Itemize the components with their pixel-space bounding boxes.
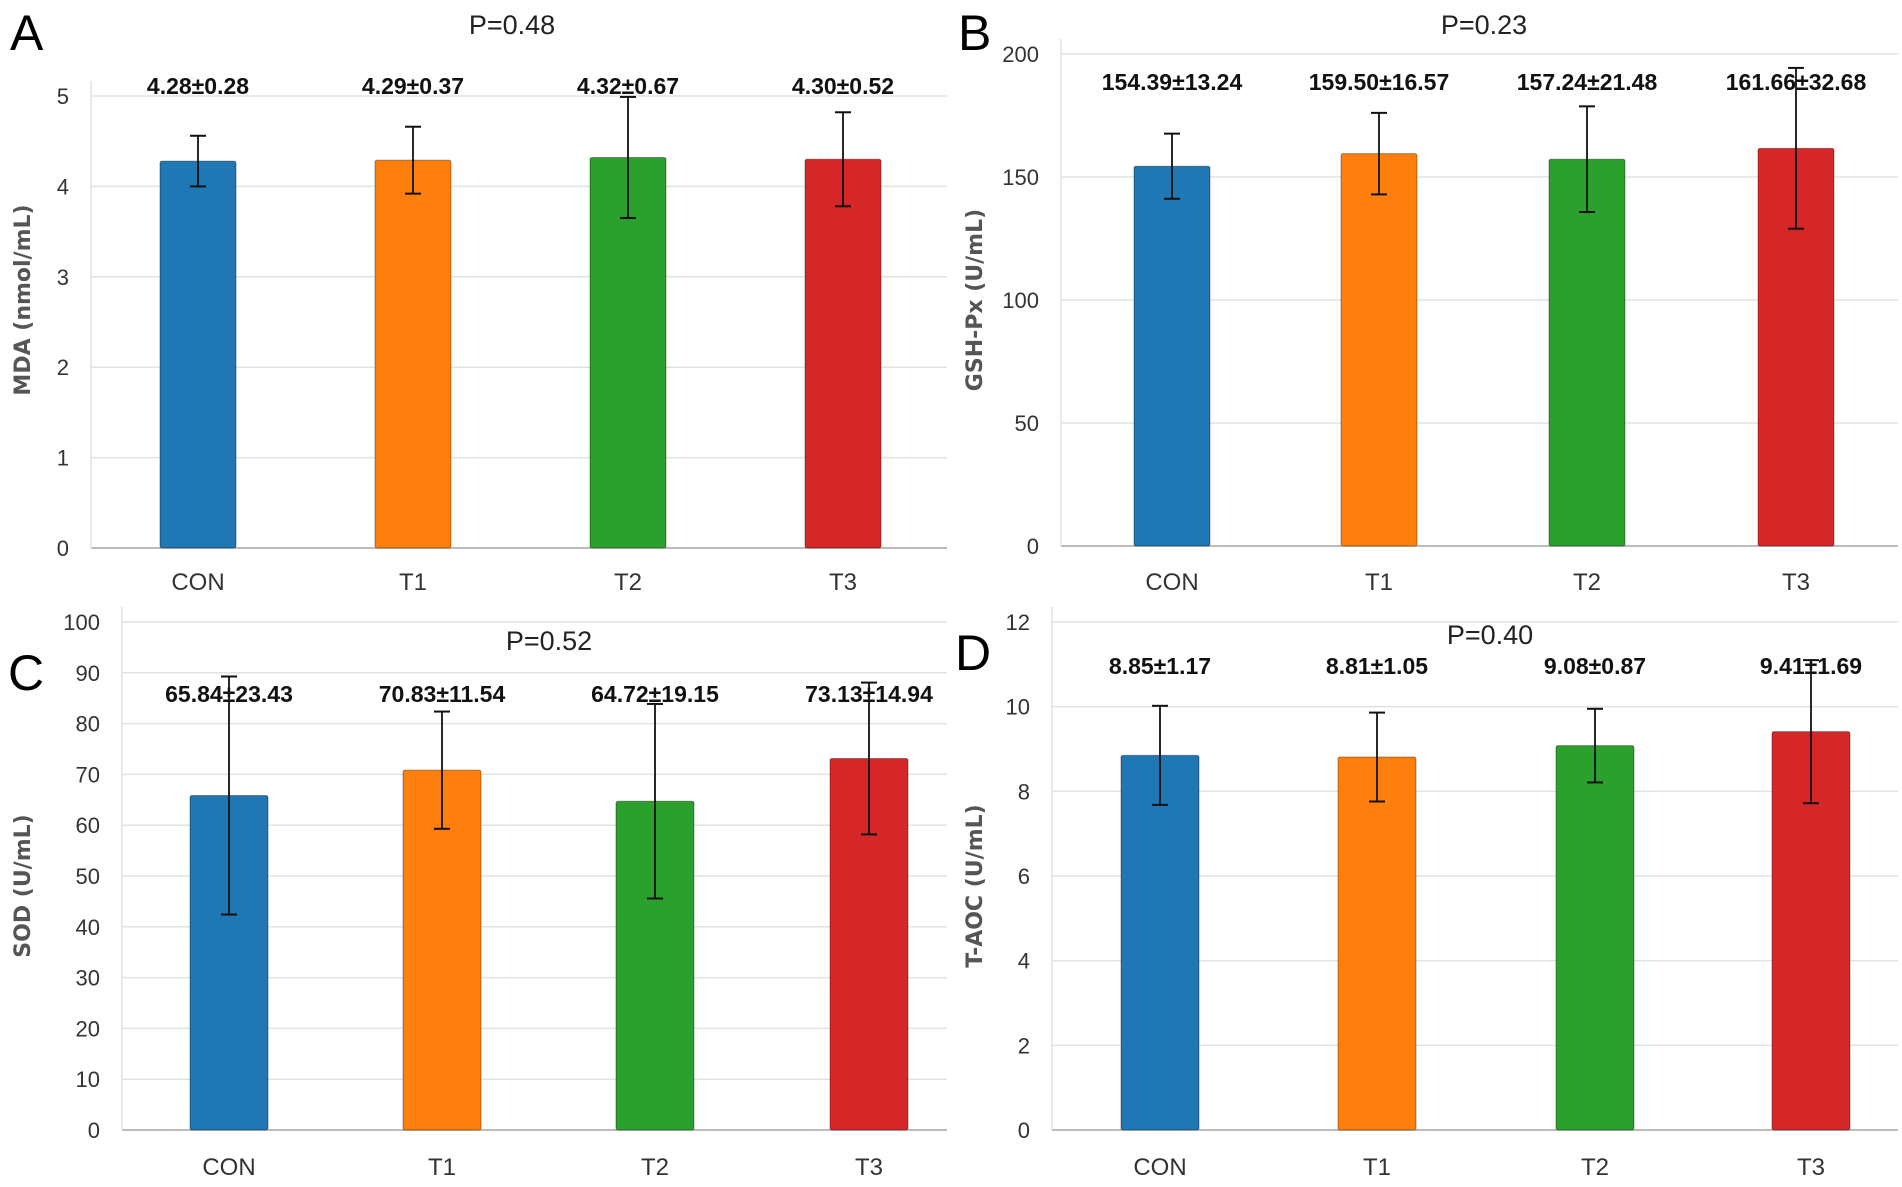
x-tick-label: CON	[202, 1154, 255, 1181]
y-tick-label: 150	[1002, 165, 1039, 190]
y-tick-label: 4	[57, 174, 69, 199]
y-tick-label: 50	[1015, 411, 1039, 436]
x-tick-label: T1	[1363, 1154, 1391, 1181]
data-label: 8.85±1.17	[1109, 653, 1211, 679]
y-tick-label: 8	[1018, 779, 1030, 804]
y-tick-label: 0	[57, 536, 69, 561]
y-tick-label: 2	[1018, 1033, 1030, 1058]
y-tick-label: 60	[76, 813, 100, 838]
data-label: 8.81±1.05	[1326, 653, 1428, 679]
y-tick-label: 0	[1027, 534, 1039, 559]
bar-t1	[374, 159, 452, 549]
data-label: 73.13±14.94	[805, 681, 933, 707]
y-tick-label: 90	[76, 661, 100, 686]
y-tick-label: 50	[76, 864, 100, 889]
data-label: 159.50±16.57	[1309, 69, 1450, 95]
x-tick-label: T3	[855, 1154, 883, 1181]
y-tick-label: 80	[76, 712, 100, 737]
y-axis-title: T-AOC (U/mL)	[963, 804, 988, 967]
y-tick-label: 0	[1018, 1118, 1030, 1143]
y-tick-label: 4	[1018, 949, 1030, 974]
p-value-title: P=0.48	[469, 10, 555, 40]
p-value-title: P=0.52	[506, 626, 592, 656]
data-label: 4.29±0.37	[362, 73, 464, 99]
data-label: 64.72±19.15	[591, 681, 719, 707]
bar-con	[1120, 754, 1200, 1131]
y-axis-title: SOD (U/mL)	[11, 814, 36, 957]
bar-t1	[1337, 756, 1417, 1131]
data-label: 154.39±13.24	[1102, 69, 1243, 95]
y-tick-label: 30	[76, 966, 100, 991]
y-tick-label: 3	[57, 265, 69, 290]
panel-letter: B	[958, 5, 991, 61]
y-tick-label: 40	[76, 915, 100, 940]
p-value-title: P=0.40	[1447, 620, 1533, 650]
data-label: 4.32±0.67	[577, 73, 679, 99]
y-tick-label: 1	[57, 446, 69, 471]
x-tick-label: CON	[171, 569, 224, 596]
bar-t3	[804, 158, 882, 549]
y-axis-title: GSH-Px (U/mL)	[963, 209, 988, 391]
data-label: 70.83±11.54	[379, 681, 506, 707]
x-tick-label: T3	[1782, 569, 1810, 596]
x-tick-label: T1	[1365, 569, 1393, 596]
y-tick-label: 70	[76, 762, 100, 787]
x-tick-label: T2	[641, 1154, 669, 1181]
data-label: 157.24±21.48	[1517, 69, 1658, 95]
data-label: 9.08±0.87	[1544, 653, 1646, 679]
y-tick-label: 10	[76, 1067, 100, 1092]
y-tick-label: 100	[1002, 288, 1039, 313]
panel-letter: D	[955, 625, 991, 681]
y-tick-label: 12	[1006, 610, 1030, 635]
y-tick-label: 6	[1018, 864, 1030, 889]
panel-letter: A	[10, 5, 44, 61]
y-axis-title: MDA (nmol/mL)	[11, 204, 36, 395]
x-tick-label: T1	[428, 1154, 456, 1181]
panel-letter: C	[8, 645, 44, 701]
x-tick-label: T2	[1573, 569, 1601, 596]
x-tick-label: T2	[614, 569, 642, 596]
y-tick-label: 0	[88, 1118, 100, 1143]
y-tick-label: 20	[76, 1016, 100, 1041]
bar-t1	[1340, 153, 1418, 547]
bar-con	[1133, 165, 1211, 547]
y-tick-label: 5	[57, 84, 69, 109]
x-tick-label: T3	[829, 569, 857, 596]
y-tick-label: 2	[57, 355, 69, 380]
bar-t2	[1548, 158, 1626, 547]
x-tick-label: T2	[1581, 1154, 1609, 1181]
data-label: 65.84±23.43	[165, 681, 293, 707]
data-label: 4.30±0.52	[792, 73, 894, 99]
y-tick-label: 100	[63, 610, 100, 635]
bar-con	[159, 160, 237, 549]
x-tick-label: T1	[399, 569, 427, 596]
data-label: 9.41±1.69	[1760, 653, 1862, 679]
y-tick-label: 10	[1006, 695, 1030, 720]
data-label: 161.66±32.68	[1726, 69, 1867, 95]
y-tick-label: 200	[1002, 42, 1039, 67]
x-tick-label: CON	[1133, 1154, 1186, 1181]
x-tick-label: T3	[1797, 1154, 1825, 1181]
x-tick-label: CON	[1145, 569, 1198, 596]
data-label: 4.28±0.28	[147, 73, 249, 99]
p-value-title: P=0.23	[1441, 10, 1527, 40]
bar-t2	[1555, 745, 1635, 1131]
